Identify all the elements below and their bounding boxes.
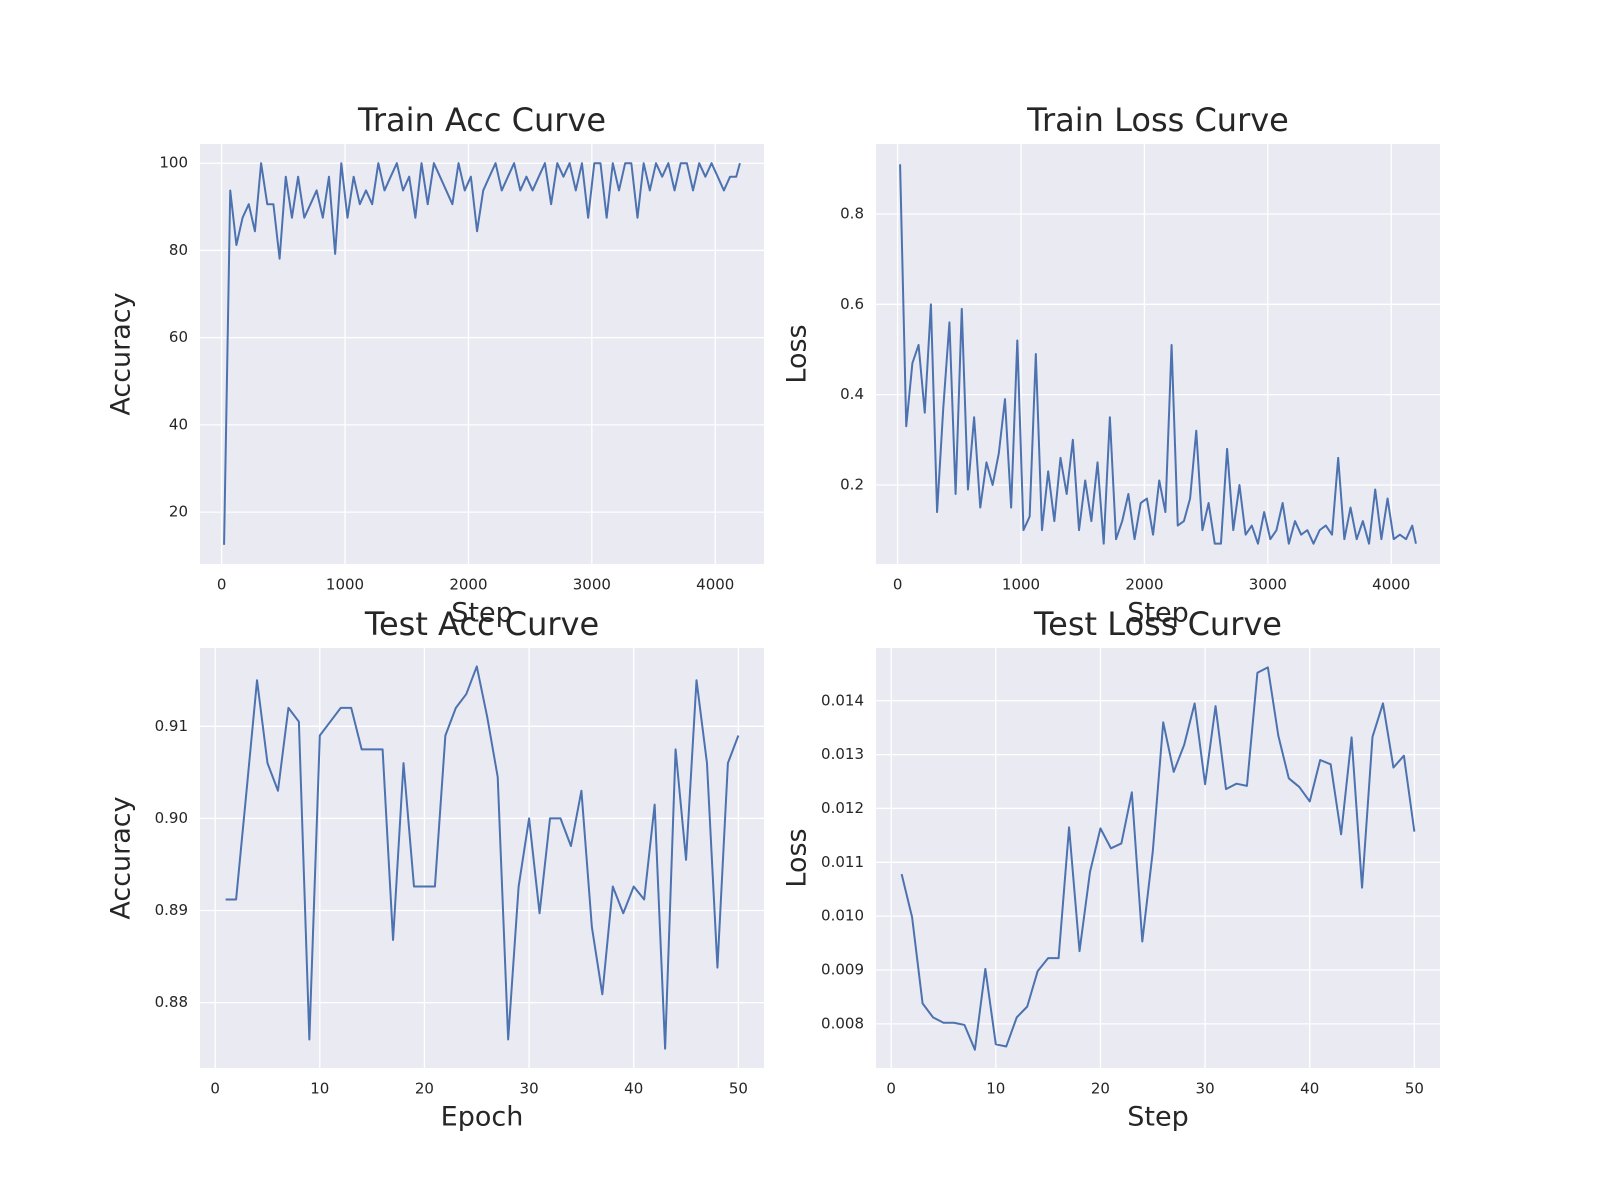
y-axis-label: Loss xyxy=(782,828,813,887)
y-tick-label: 0.89 xyxy=(155,901,188,919)
y-axis-label: Accuracy xyxy=(106,796,137,919)
x-tick-label: 2000 xyxy=(449,576,487,594)
chart-title: Test Loss Curve xyxy=(1033,605,1282,643)
y-tick-label: 60 xyxy=(169,328,188,346)
x-tick-label: 0 xyxy=(886,1080,896,1098)
x-tick-label: 1000 xyxy=(1002,576,1040,594)
chart-title: Train Loss Curve xyxy=(1026,101,1289,139)
x-tick-label: 40 xyxy=(624,1080,643,1098)
x-tick-label: 30 xyxy=(1196,1080,1215,1098)
x-tick-label: 40 xyxy=(1300,1080,1319,1098)
x-tick-label: 0 xyxy=(893,576,903,594)
line xyxy=(900,666,1416,1051)
line xyxy=(223,162,741,545)
y-tick-label: 20 xyxy=(169,503,188,521)
x-tick-label: 20 xyxy=(1091,1080,1110,1098)
x-tick-label: 30 xyxy=(520,1080,539,1098)
x-tick-label: 3000 xyxy=(573,576,611,594)
y-tick-label: 0.013 xyxy=(821,745,864,763)
y-tick-label: 0.008 xyxy=(821,1014,864,1032)
x-tick-label: 20 xyxy=(415,1080,434,1098)
x-tick-label: 4000 xyxy=(1372,576,1410,594)
y-tick-label: 0.2 xyxy=(840,475,864,493)
plot-area xyxy=(876,648,1440,1068)
x-tick-label: 10 xyxy=(986,1080,1005,1098)
y-tick-label: 0.91 xyxy=(155,717,188,735)
line xyxy=(899,164,1417,545)
y-tick-label: 0.014 xyxy=(821,691,864,709)
x-tick-label: 4000 xyxy=(696,576,734,594)
x-axis-label: Epoch xyxy=(441,1102,524,1133)
x-axis-label: Step xyxy=(1127,598,1188,629)
chart-title: Test Acc Curve xyxy=(364,605,599,643)
plot-area xyxy=(200,648,764,1068)
x-tick-label: 10 xyxy=(310,1080,329,1098)
y-tick-label: 0.4 xyxy=(840,385,864,403)
y-axis-label: Accuracy xyxy=(106,292,137,415)
x-tick-label: 2000 xyxy=(1125,576,1163,594)
x-tick-label: 0 xyxy=(210,1080,220,1098)
x-tick-label: 1000 xyxy=(326,576,364,594)
y-tick-label: 40 xyxy=(169,415,188,433)
y-tick-label: 0.009 xyxy=(821,961,864,979)
x-tick-label: 3000 xyxy=(1249,576,1287,594)
x-tick-label: 0 xyxy=(217,576,227,594)
x-axis-label: Step xyxy=(1127,1102,1188,1133)
y-tick-label: 100 xyxy=(159,154,188,172)
y-tick-label: 0.88 xyxy=(155,993,188,1011)
y-tick-label: 0.010 xyxy=(821,907,864,925)
chart-title: Train Acc Curve xyxy=(357,101,606,139)
x-tick-label: 50 xyxy=(1405,1080,1424,1098)
y-tick-label: 0.8 xyxy=(840,205,864,223)
y-axis-label: Loss xyxy=(782,324,813,383)
plot-area xyxy=(200,144,764,564)
x-axis-label: Step xyxy=(451,598,512,629)
y-tick-label: 0.90 xyxy=(155,809,188,827)
y-tick-label: 0.011 xyxy=(821,853,864,871)
line xyxy=(225,665,740,1050)
y-tick-label: 0.012 xyxy=(821,799,864,817)
y-tick-label: 80 xyxy=(169,241,188,259)
y-tick-label: 0.6 xyxy=(840,295,864,313)
x-tick-label: 50 xyxy=(729,1080,748,1098)
